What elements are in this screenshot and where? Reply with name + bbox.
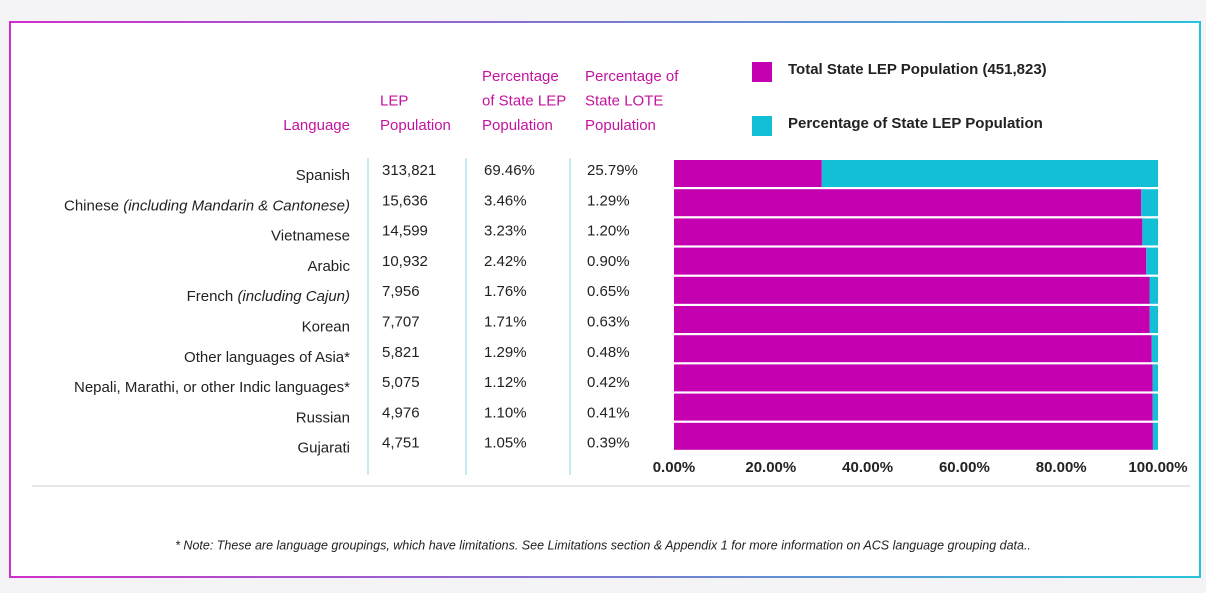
table-cell: 3.23% (484, 223, 527, 240)
table-cell: 0.63% (587, 313, 630, 330)
table-cell: 0.39% (587, 435, 630, 452)
language-label: Gujarati (297, 440, 350, 457)
bar-segment (1152, 364, 1158, 392)
table-cell: 0.48% (587, 344, 630, 361)
table-cell: 14,599 (382, 223, 428, 240)
language-label: Chinese (including Mandarin & Cantonese) (64, 197, 350, 214)
bar-segment (674, 393, 1153, 421)
table-cell: 2.42% (484, 253, 527, 270)
bar-segment (674, 335, 1152, 363)
bar-segment (1146, 247, 1158, 275)
table-cell: 15,636 (382, 192, 428, 209)
language-label: Spanish (296, 167, 350, 184)
table-cell: 7,707 (382, 313, 420, 330)
language-name: Chinese (64, 197, 123, 214)
table-cell: 0.90% (587, 253, 630, 270)
column-header: Percentage (482, 68, 559, 85)
x-tick-label: 100.00% (1128, 459, 1187, 476)
table-cell: 0.65% (587, 283, 630, 300)
table-cell: 7,956 (382, 283, 420, 300)
x-tick-label: 80.00% (1036, 459, 1087, 476)
bar-segment (674, 364, 1153, 392)
x-tick-label: 20.00% (745, 459, 796, 476)
legend-swatch (752, 116, 772, 136)
table-cell: 10,932 (382, 253, 428, 270)
bar-segment (674, 276, 1150, 304)
language-note: (including Cajun) (237, 288, 350, 305)
bar-segment (674, 422, 1153, 450)
bar-segment (1152, 422, 1158, 450)
language-name: French (187, 288, 238, 305)
column-header: LEP (380, 92, 408, 109)
bar-segment (674, 247, 1147, 275)
bar-segment (821, 160, 1158, 187)
legend-label: Percentage of State LEP Population (788, 115, 1043, 132)
legend-swatch (752, 62, 772, 82)
table-cell: 1.29% (587, 192, 630, 209)
x-tick-label: 0.00% (653, 459, 696, 476)
language-label: Korean (302, 318, 350, 335)
bar-segment (1152, 393, 1158, 421)
table-cell: 4,751 (382, 435, 420, 452)
bar-segment (1142, 218, 1158, 246)
table-cell: 5,075 (382, 374, 420, 391)
bar-segment (1141, 189, 1158, 217)
column-header: Population (482, 117, 553, 134)
table-cell: 1.76% (484, 283, 527, 300)
bar-segment (674, 189, 1142, 217)
column-header: Population (585, 117, 656, 134)
table-cell: 1.10% (484, 404, 527, 421)
language-label: Russian (296, 409, 350, 426)
table-cell: 1.20% (587, 223, 630, 240)
column-header: Population (380, 117, 451, 134)
table-cell: 4,976 (382, 404, 420, 421)
language-note: (including Mandarin & Cantonese) (123, 197, 350, 214)
language-label: Other languages of Asia* (184, 349, 350, 366)
x-tick-label: 40.00% (842, 459, 893, 476)
column-header: Language (283, 117, 350, 134)
x-tick-label: 60.00% (939, 459, 990, 476)
language-label: Vietnamese (271, 228, 350, 245)
table-cell: 5,821 (382, 344, 420, 361)
bar-segment (674, 160, 822, 187)
table-cell: 1.05% (484, 435, 527, 452)
footnote: * Note: These are language groupings, wh… (175, 538, 1031, 552)
language-label: French (including Cajun) (187, 288, 350, 305)
language-label: Arabic (307, 258, 350, 275)
column-header: Percentage of (585, 68, 679, 85)
column-header: of State LEP (482, 92, 566, 109)
bar-segment (1149, 306, 1158, 333)
table-cell: 3.46% (484, 192, 527, 209)
bar-segment (674, 306, 1150, 333)
bar-segment (1149, 276, 1158, 304)
language-label: Nepali, Marathi, or other Indic language… (74, 379, 350, 396)
table-cell: 69.46% (484, 162, 535, 179)
table-cell: 1.71% (484, 313, 527, 330)
table-cell: 1.12% (484, 374, 527, 391)
bar-segment (1151, 335, 1158, 363)
table-cell: 0.42% (587, 374, 630, 391)
table-cell: 313,821 (382, 162, 436, 179)
bar-segment (674, 218, 1143, 246)
table-cell: 25.79% (587, 162, 638, 179)
table-cell: 1.29% (484, 344, 527, 361)
column-header: State LOTE (585, 92, 663, 109)
legend-label: Total State LEP Population (451,823) (788, 61, 1047, 78)
table-cell: 0.41% (587, 404, 630, 421)
